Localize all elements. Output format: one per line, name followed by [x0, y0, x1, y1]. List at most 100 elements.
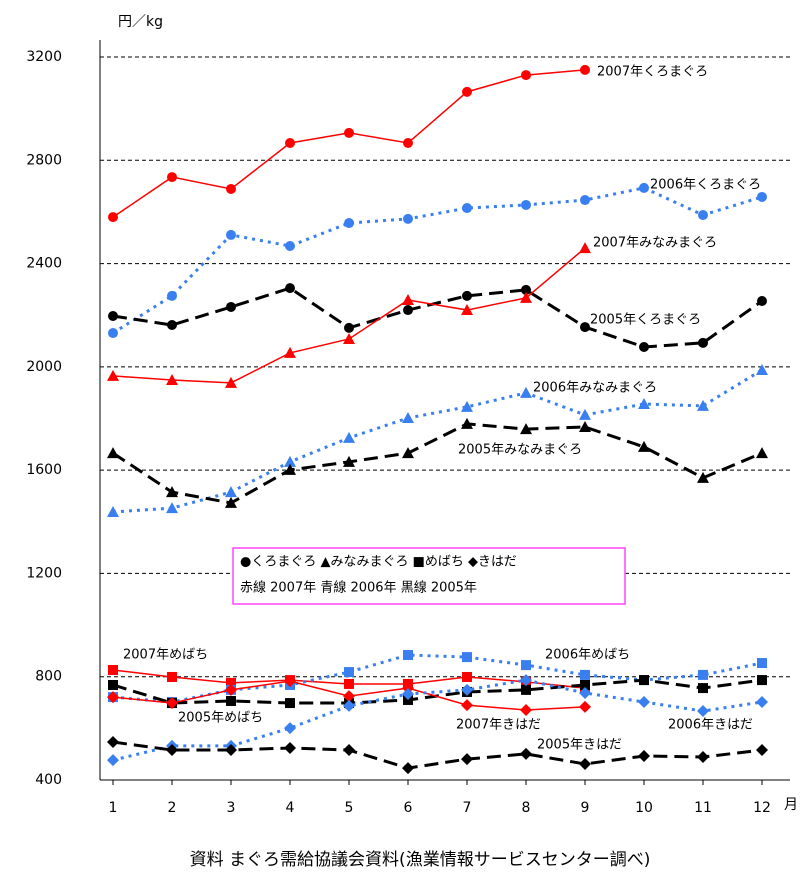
- marker: [756, 363, 768, 375]
- marker: [520, 291, 532, 303]
- marker: [638, 696, 650, 709]
- marker: [520, 386, 532, 398]
- marker: [462, 290, 472, 301]
- marker: [226, 183, 236, 194]
- marker: [108, 310, 118, 321]
- y-tick-label: 2800: [26, 152, 62, 168]
- series-line: [112, 678, 763, 705]
- y-tick-label: 2400: [26, 256, 62, 272]
- series-label: 2007年くろまぐろ: [597, 65, 708, 80]
- y-tick-label: 1200: [26, 565, 62, 581]
- marker: [520, 704, 532, 717]
- marker: [461, 304, 473, 316]
- marker: [757, 191, 767, 202]
- marker: [698, 683, 708, 694]
- marker: [521, 284, 531, 295]
- series-line: [112, 69, 586, 218]
- marker: [343, 699, 355, 712]
- marker: [579, 408, 591, 420]
- x-tick-label: 12: [753, 800, 771, 816]
- marker: [166, 502, 178, 514]
- marker: [697, 751, 709, 764]
- marker: [285, 137, 295, 148]
- marker: [579, 421, 591, 433]
- x-tick-label: 6: [404, 800, 413, 816]
- marker: [757, 675, 767, 686]
- marker: [521, 199, 531, 210]
- marker: [580, 679, 590, 690]
- x-tick-label: 4: [286, 800, 295, 816]
- x-tick-label: 10: [635, 800, 653, 816]
- marker: [167, 320, 177, 331]
- y-tick-label: 400: [35, 772, 62, 788]
- y-tick-label: 3200: [26, 49, 62, 65]
- series-label: 2006年くろまぐろ: [650, 178, 761, 193]
- marker: [461, 683, 473, 696]
- marker: [343, 332, 355, 344]
- marker: [580, 195, 590, 206]
- marker: [698, 337, 708, 348]
- series-label: 2006年めばち: [545, 648, 630, 663]
- marker: [167, 172, 177, 183]
- marker: [403, 213, 413, 224]
- marker: [226, 301, 236, 312]
- marker: [462, 203, 472, 214]
- marker: [579, 686, 591, 699]
- marker: [166, 486, 178, 498]
- y-tick-label: 800: [35, 669, 62, 685]
- marker: [226, 677, 236, 688]
- marker: [284, 741, 296, 754]
- series-line: [112, 247, 586, 384]
- marker: [284, 463, 296, 475]
- marker: [402, 762, 414, 775]
- marker: [107, 369, 119, 381]
- legend-text: 赤線 2007年 青線 2006年 黒線 2005年: [240, 580, 477, 596]
- marker: [639, 675, 649, 686]
- marker: [756, 696, 768, 709]
- marker: [580, 322, 590, 333]
- marker: [697, 399, 709, 411]
- marker: [166, 697, 178, 710]
- marker: [285, 283, 295, 294]
- marker: [698, 669, 708, 680]
- series-label: 2007年みなみまぐろ: [593, 236, 717, 251]
- x-tick-label: 2: [168, 800, 177, 816]
- marker: [343, 690, 355, 703]
- marker: [344, 678, 354, 689]
- x-tick-label: 5: [345, 800, 354, 816]
- marker: [166, 744, 178, 757]
- marker: [521, 660, 531, 671]
- marker: [167, 671, 177, 682]
- series-label: 2005年きはだ: [537, 738, 622, 753]
- marker: [107, 505, 119, 517]
- series-label: 2006年みなみまぐろ: [533, 381, 657, 396]
- marker: [167, 290, 177, 301]
- marker: [107, 447, 119, 459]
- marker: [285, 698, 295, 709]
- marker: [403, 137, 413, 148]
- marker: [343, 455, 355, 467]
- y-axis-label: 円／kg: [118, 14, 163, 30]
- x-tick-label: 11: [694, 800, 712, 816]
- marker: [343, 431, 355, 443]
- marker: [166, 374, 178, 386]
- marker: [697, 471, 709, 483]
- marker: [284, 346, 296, 358]
- marker: [461, 400, 473, 412]
- series-label: 2005年みなみまぐろ: [458, 443, 582, 458]
- marker: [461, 417, 473, 429]
- marker: [462, 86, 472, 97]
- source: 資料 まぐろ需給協議会資料(漁業情報サービスセンター調べ): [190, 850, 651, 870]
- marker: [226, 695, 236, 706]
- series-label: 2007年きはだ: [456, 718, 541, 733]
- marker: [521, 684, 531, 695]
- x-tick-label: 3: [227, 800, 236, 816]
- legend-text: ●くろまぐろ ▲みなみまぐろ ■めばち ◆きはだ: [240, 555, 517, 570]
- marker: [225, 486, 237, 498]
- marker: [284, 455, 296, 467]
- marker: [108, 665, 118, 676]
- x-tick-label: 1: [109, 800, 118, 816]
- marker: [402, 447, 414, 459]
- series-line: [112, 422, 763, 505]
- marker: [579, 757, 591, 770]
